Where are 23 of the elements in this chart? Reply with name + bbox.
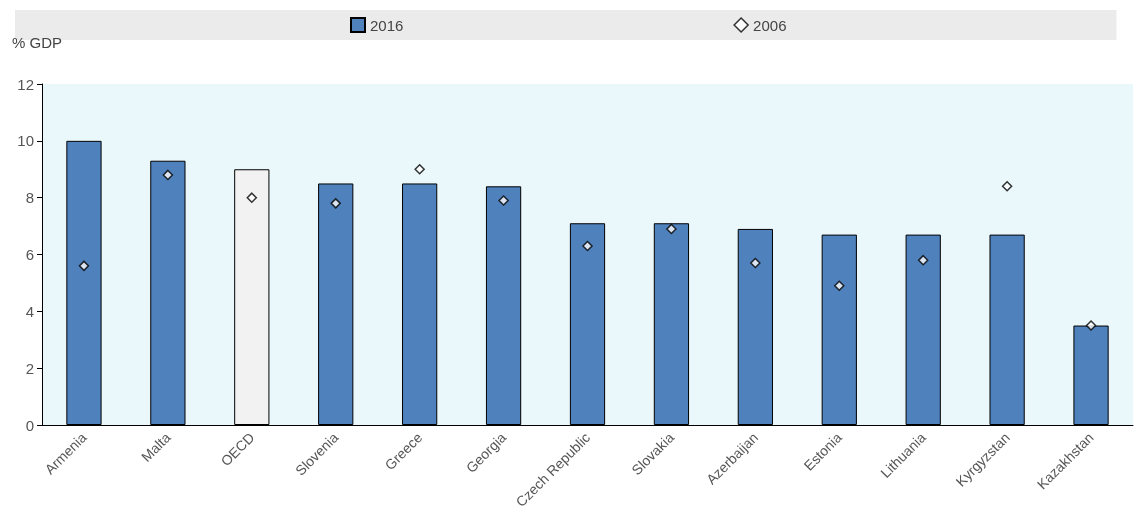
- legend-label: 2006: [753, 16, 787, 34]
- point: [414, 164, 425, 175]
- y-tick-label: 0: [25, 416, 34, 434]
- point: [834, 280, 845, 292]
- legend-label: 2016: [370, 16, 404, 34]
- y-tick-label: 8: [25, 189, 34, 207]
- point: [1001, 181, 1013, 192]
- point: [78, 260, 90, 272]
- y-axis-title: % GDP: [12, 34, 63, 51]
- point: [1085, 320, 1097, 331]
- y-tick-label: 2: [25, 359, 34, 377]
- point: [750, 257, 761, 269]
- point: [917, 254, 929, 266]
- point: [666, 223, 677, 235]
- point: [498, 195, 509, 206]
- point: [246, 192, 258, 203]
- y-tick-label: 10: [17, 132, 34, 150]
- point: [582, 240, 593, 252]
- point: [162, 169, 174, 181]
- point: [330, 198, 341, 209]
- y-tick-label: 6: [25, 246, 34, 263]
- y-tick-label: 4: [25, 302, 34, 320]
- y-tick-label: 12: [17, 75, 34, 93]
